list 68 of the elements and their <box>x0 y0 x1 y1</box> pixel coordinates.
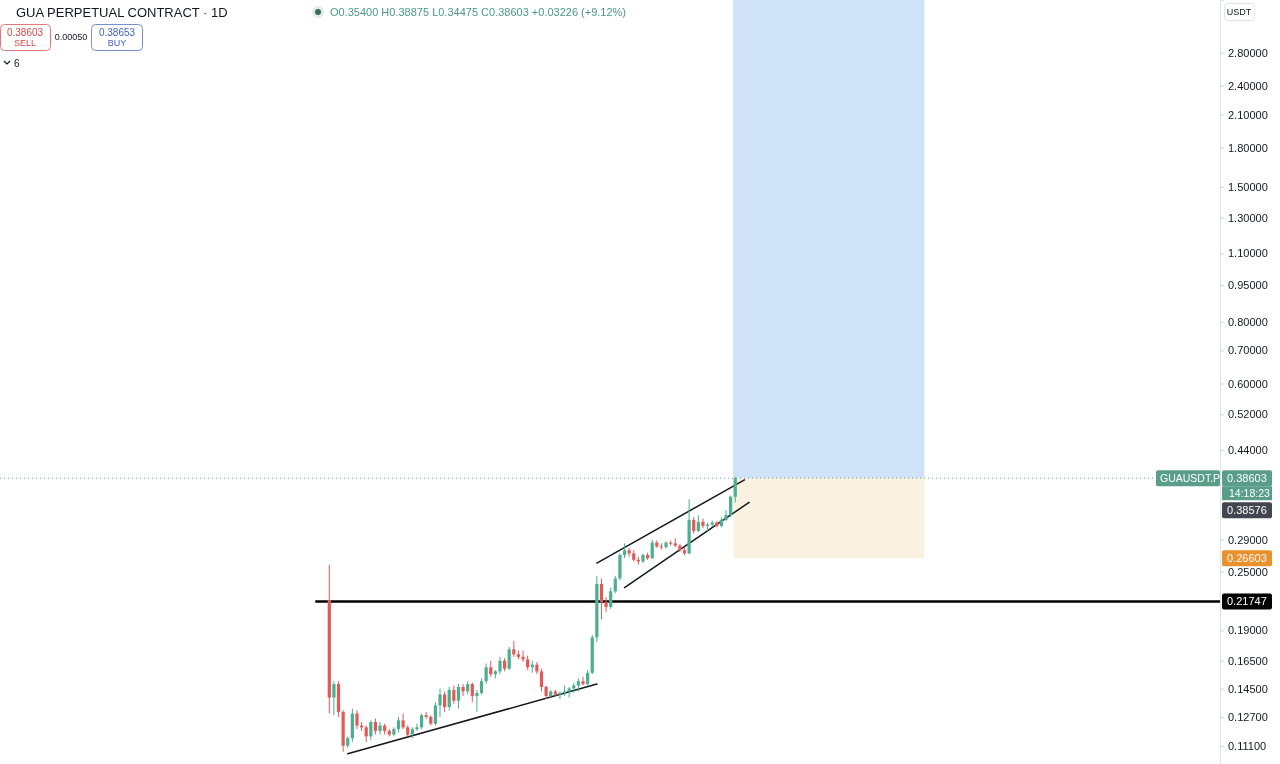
y-tick-label: 0.52000 <box>1228 408 1268 421</box>
text: USDT <box>1226 7 1252 18</box>
y-tick-label: 0.12700 <box>1228 710 1268 723</box>
candlestick <box>507 646 511 671</box>
y-tick-label: 1.30000 <box>1228 211 1268 224</box>
candlestick <box>378 721 382 736</box>
candlestick <box>456 683 461 710</box>
text: BUY <box>107 38 127 49</box>
candlestick <box>461 683 465 697</box>
text: 0.00050 <box>54 32 88 43</box>
y-tick-label: 0.70000 <box>1228 344 1268 357</box>
candlestick <box>724 509 728 522</box>
candlestick <box>729 495 733 518</box>
candlestick <box>599 577 604 620</box>
candlestick <box>332 680 336 716</box>
candlestick <box>609 587 613 610</box>
annotation: GUAUSDT.P <box>1160 471 1221 484</box>
y-tick-label: 1.10000 <box>1228 247 1268 260</box>
y-tick-label: 0.19000 <box>1228 624 1268 637</box>
candlestick <box>484 662 488 685</box>
candlestick <box>669 539 673 547</box>
candlestick <box>618 552 622 581</box>
text: 6 <box>14 57 20 69</box>
chart-title: GUA PERPETUAL CONTRACT · 1D <box>16 4 228 20</box>
candlestick <box>701 518 705 529</box>
candlestick <box>438 687 442 718</box>
candlestick <box>539 668 544 692</box>
candlestick <box>678 543 682 553</box>
candlestick <box>433 701 438 727</box>
candlestick <box>401 713 405 730</box>
candlestick <box>664 540 668 550</box>
candlestick <box>447 686 451 711</box>
y-tick-label: 2.10000 <box>1228 108 1268 121</box>
y-tick-label: 0.25000 <box>1228 565 1268 578</box>
y-tick-label: 0.44000 <box>1228 444 1268 457</box>
candlestick <box>604 596 608 613</box>
y-tick-label: 0.11100 <box>1228 739 1267 752</box>
candlestick <box>627 547 631 558</box>
candlestick <box>475 689 479 713</box>
candlestick <box>470 682 474 703</box>
text: 14:18:23 <box>1229 486 1271 499</box>
text: O0.35400 H0.38875 L0.34475 C0.38603 +0.03226 (+9.12%) <box>330 5 627 18</box>
ref-line-label: 0.38603 <box>1227 472 1267 485</box>
candlestick <box>452 685 456 705</box>
y-tick-label: 0.80000 <box>1228 315 1268 328</box>
y-tick-label: 0.95000 <box>1228 278 1268 291</box>
y-tick-label: 1.50000 <box>1228 180 1268 193</box>
y-tick-label: 0.16500 <box>1228 654 1268 667</box>
y-tick-label: 2.80000 <box>1228 46 1268 59</box>
candlestick <box>581 676 585 687</box>
text: 0.38603 <box>6 26 44 38</box>
text: 0.38576 <box>1227 504 1267 517</box>
candlestick <box>355 709 359 730</box>
candlestick <box>443 690 447 713</box>
y-tick-label: 0.60000 <box>1228 377 1268 390</box>
text: 0.26603 <box>1227 552 1267 565</box>
candlestick <box>521 650 525 663</box>
candlestick <box>415 723 419 732</box>
candlestick <box>369 719 373 741</box>
text: 0.38653 <box>98 26 136 38</box>
y-tick-label: 0.14500 <box>1228 682 1268 695</box>
y-tick-label: 2.40000 <box>1228 79 1268 92</box>
candlestick <box>733 476 737 504</box>
y-tick-label: 1.80000 <box>1228 141 1268 154</box>
ref-line-label: 0.21747 <box>1227 595 1267 608</box>
candlestick <box>650 539 654 560</box>
text: SELL <box>13 38 37 49</box>
y-tick-label: 0.29000 <box>1228 533 1268 546</box>
